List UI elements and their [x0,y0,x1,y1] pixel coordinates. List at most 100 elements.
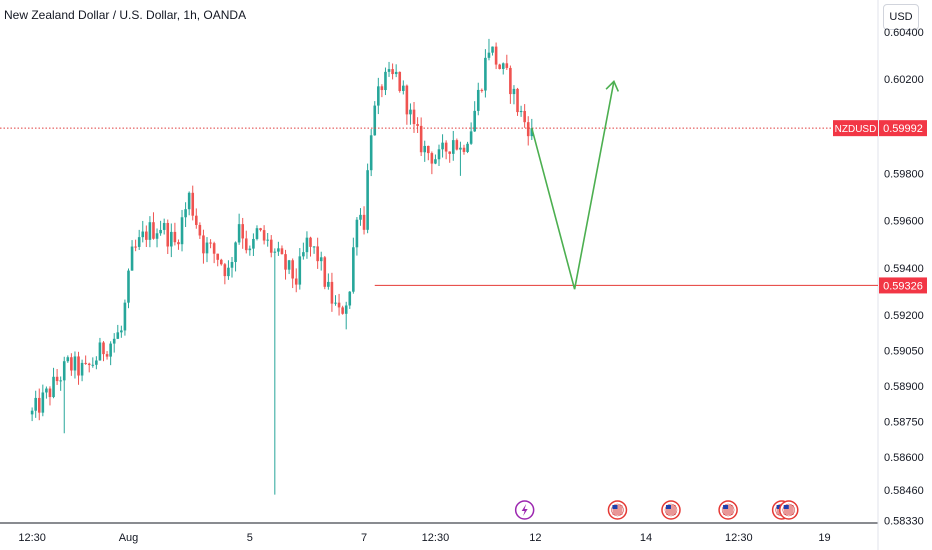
candle-body [77,356,80,376]
candle-body [412,109,416,125]
candle-body [294,278,298,285]
y-tick-label: 0.58460 [884,485,924,497]
candle-body [205,242,209,254]
candle-body [298,256,302,285]
y-tick-label: 0.60400 [884,27,924,39]
candle-body [437,149,441,160]
candle-body [409,109,412,115]
level-price-tag: 0.59326 [883,280,923,292]
x-tick-label: 12:30 [725,532,753,544]
candle-body [398,71,402,91]
candle-body [387,69,391,72]
candle-body [277,248,280,252]
level-price-tag-bg [879,277,927,294]
candle-body [180,217,184,245]
candle-body [105,354,109,357]
candle-body [59,380,62,382]
candle-body [95,360,98,365]
candle-body [120,330,123,333]
candle-body [219,259,223,265]
y-tick-label: 0.58330 [884,516,924,528]
y-tick-label: 0.59400 [884,263,924,275]
candle-body [316,246,319,262]
candle-body [355,219,359,248]
currency-button[interactable]: USD [883,4,919,30]
candle-body [334,302,337,304]
candle-body [451,140,455,154]
x-tick-label: 12:30 [422,532,450,544]
x-tick-label: Aug [119,532,139,544]
y-tick-label: 0.58900 [884,381,924,393]
candle-body [177,242,180,245]
candle-body [91,364,95,366]
candle-body [373,105,377,136]
candle-body [380,86,384,91]
candle-body [327,281,330,287]
y-tick-label: 0.60200 [884,74,924,86]
candle-body [266,239,269,241]
candle-body [241,224,244,239]
candle-body [287,260,291,270]
candle-body [305,237,309,253]
candle-body [244,238,248,251]
candle-body [269,239,273,253]
candle-body [462,147,466,152]
candle-body [523,110,526,123]
candle-body [419,125,423,153]
candle-body [512,88,516,95]
candle-body [52,376,55,398]
candle-body [359,214,362,220]
candle-body [102,342,105,355]
candle-body [162,222,166,230]
candle-body [302,252,305,257]
candle-body [466,143,469,152]
projection-arrowhead [605,80,620,92]
y-tick-label: 0.59600 [884,216,924,228]
candle-body [273,251,277,253]
candle-body [237,224,241,243]
candle-body [284,254,287,270]
x-tick-label: 12:30 [18,532,46,544]
x-tick-label: 5 [247,532,253,544]
candle-body [55,376,59,382]
candle-body [166,222,170,247]
candle-body [487,52,491,58]
candle-body [227,267,230,277]
candle-body [319,257,323,262]
candle-body [476,89,480,111]
candle-body [37,397,41,413]
symbol-tag: NZDUSD [835,124,877,135]
candle-body [505,63,509,68]
candle-body [384,71,387,91]
candle-body [366,170,369,230]
candle-body [423,145,427,153]
candle-body [352,247,355,292]
x-tick-label: 14 [640,532,652,544]
candle-body [519,110,523,113]
candle-body [187,192,191,210]
candle-body [262,230,266,241]
candle-body [430,153,434,164]
candle-body [448,151,452,154]
candle-body [116,332,120,339]
candle-body [494,46,498,65]
candle-body [84,362,87,364]
candle-body [191,192,195,216]
candle-body [444,142,448,152]
candle-body [109,343,112,357]
candle-body [402,85,405,91]
candle-body [212,243,216,254]
current-price-tag-bg [879,120,927,137]
candle-body [516,88,519,113]
candle-body [195,215,198,225]
candle-body [87,363,91,366]
candle-body [394,71,398,75]
y-tick-label: 0.58750 [884,416,924,428]
candle-body [209,242,212,244]
candle-body [230,262,234,268]
candle-body [391,69,394,75]
candle-body [291,260,294,279]
y-tick-label: 0.59200 [884,310,924,322]
